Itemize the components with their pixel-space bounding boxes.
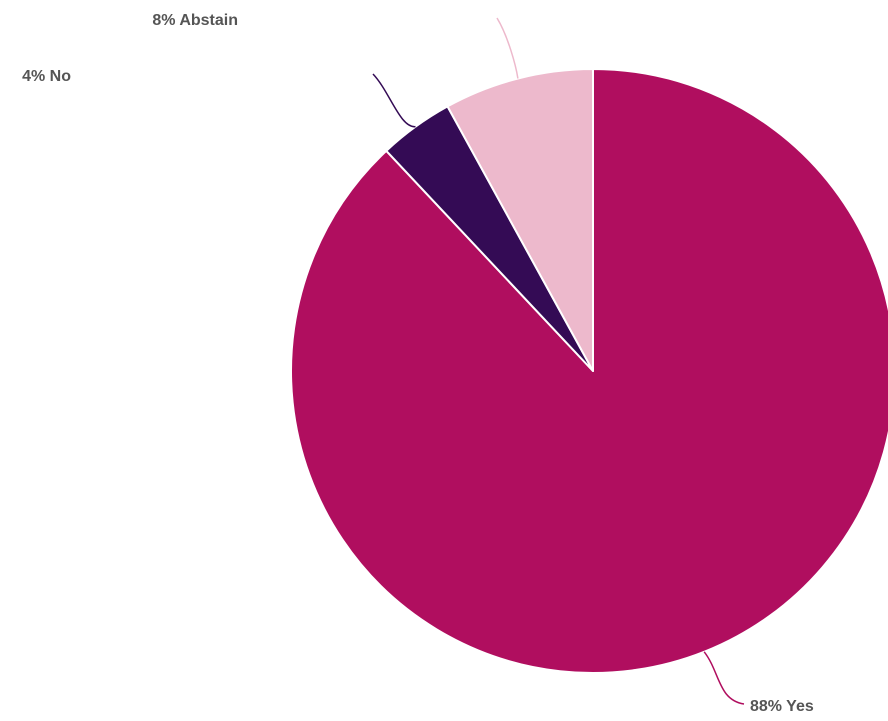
slice-label-no: 4% No [22, 68, 71, 85]
leader-line-no [372, 73, 416, 128]
pie-slice-abstain [446, 68, 594, 372]
slice-label-abstain: 8% Abstain [152, 12, 238, 29]
leader-line-yes [703, 651, 745, 705]
pie-slices [290, 68, 888, 674]
slice-labels: 88% Yes 4% No 8% Abstain [22, 12, 814, 715]
slice-label-yes: 88% Yes [750, 698, 814, 715]
leader-line-abstain [496, 17, 519, 79]
leader-lines [372, 17, 745, 705]
